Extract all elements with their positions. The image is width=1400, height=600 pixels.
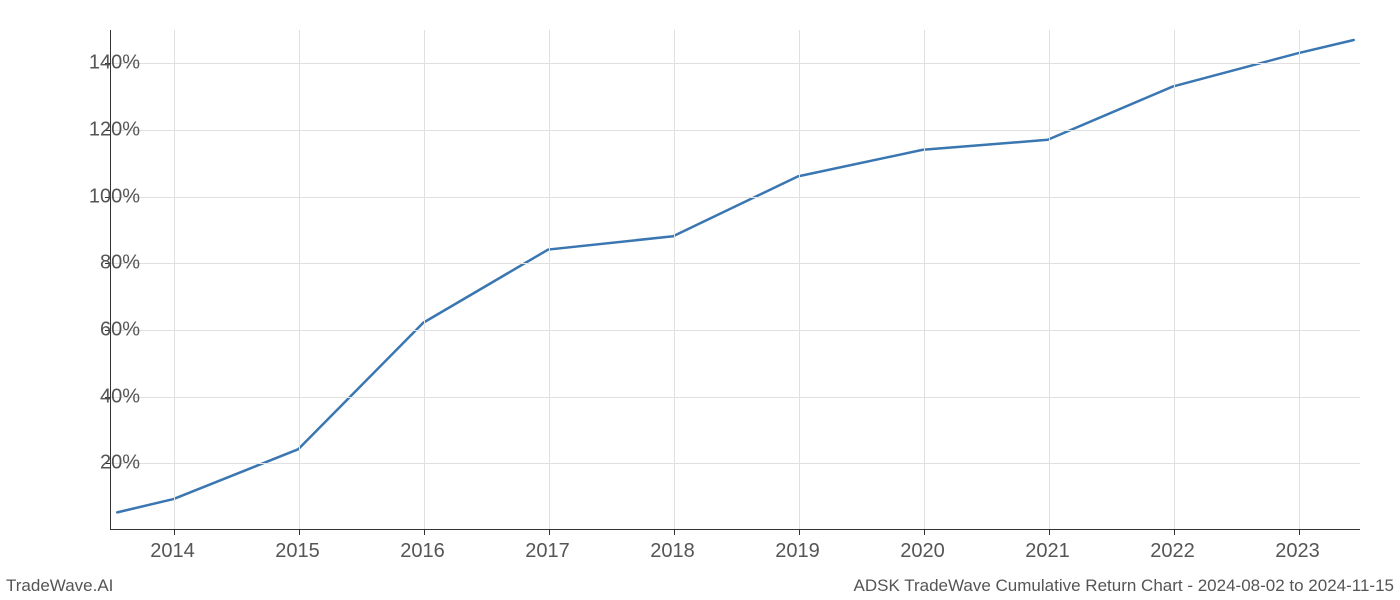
x-axis-tick: [924, 529, 925, 535]
x-tick-label: 2014: [150, 540, 195, 563]
y-tick-label: 60%: [80, 319, 140, 342]
grid-line-vertical: [1049, 30, 1050, 529]
grid-line-horizontal: [111, 197, 1360, 198]
x-axis-tick: [674, 529, 675, 535]
x-tick-label: 2017: [525, 540, 570, 563]
chart-plot-area: [110, 30, 1360, 530]
grid-line-vertical: [1174, 30, 1175, 529]
x-tick-label: 2020: [900, 540, 945, 563]
grid-line-vertical: [174, 30, 175, 529]
x-axis-tick: [424, 529, 425, 535]
y-tick-label: 100%: [80, 185, 140, 208]
grid-line-vertical: [1299, 30, 1300, 529]
x-tick-label: 2015: [275, 540, 320, 563]
grid-line-vertical: [674, 30, 675, 529]
grid-line-horizontal: [111, 463, 1360, 464]
grid-line-horizontal: [111, 63, 1360, 64]
x-tick-label: 2018: [650, 540, 695, 563]
grid-line-vertical: [549, 30, 550, 529]
grid-line-vertical: [299, 30, 300, 529]
grid-line-horizontal: [111, 397, 1360, 398]
footer-brand-label: TradeWave.AI: [6, 576, 113, 596]
series-line-cumulative_return: [117, 40, 1354, 512]
x-axis-tick: [1049, 529, 1050, 535]
x-axis-tick: [299, 529, 300, 535]
grid-line-horizontal: [111, 330, 1360, 331]
x-tick-label: 2016: [400, 540, 445, 563]
x-axis-tick: [549, 529, 550, 535]
footer-chart-caption: ADSK TradeWave Cumulative Return Chart -…: [854, 576, 1395, 596]
y-tick-label: 20%: [80, 452, 140, 475]
grid-line-vertical: [424, 30, 425, 529]
x-tick-label: 2019: [775, 540, 820, 563]
x-axis-tick: [1299, 529, 1300, 535]
y-tick-label: 120%: [80, 119, 140, 142]
x-axis-tick: [799, 529, 800, 535]
x-tick-label: 2022: [1150, 540, 1195, 563]
x-axis-tick: [174, 529, 175, 535]
grid-line-vertical: [924, 30, 925, 529]
grid-line-horizontal: [111, 130, 1360, 131]
y-tick-label: 80%: [80, 252, 140, 275]
x-tick-label: 2021: [1025, 540, 1070, 563]
x-axis-tick: [1174, 529, 1175, 535]
grid-line-horizontal: [111, 263, 1360, 264]
plot-border: [110, 30, 1360, 530]
y-tick-label: 140%: [80, 52, 140, 75]
grid-line-vertical: [799, 30, 800, 529]
x-tick-label: 2023: [1275, 540, 1320, 563]
y-tick-label: 40%: [80, 385, 140, 408]
